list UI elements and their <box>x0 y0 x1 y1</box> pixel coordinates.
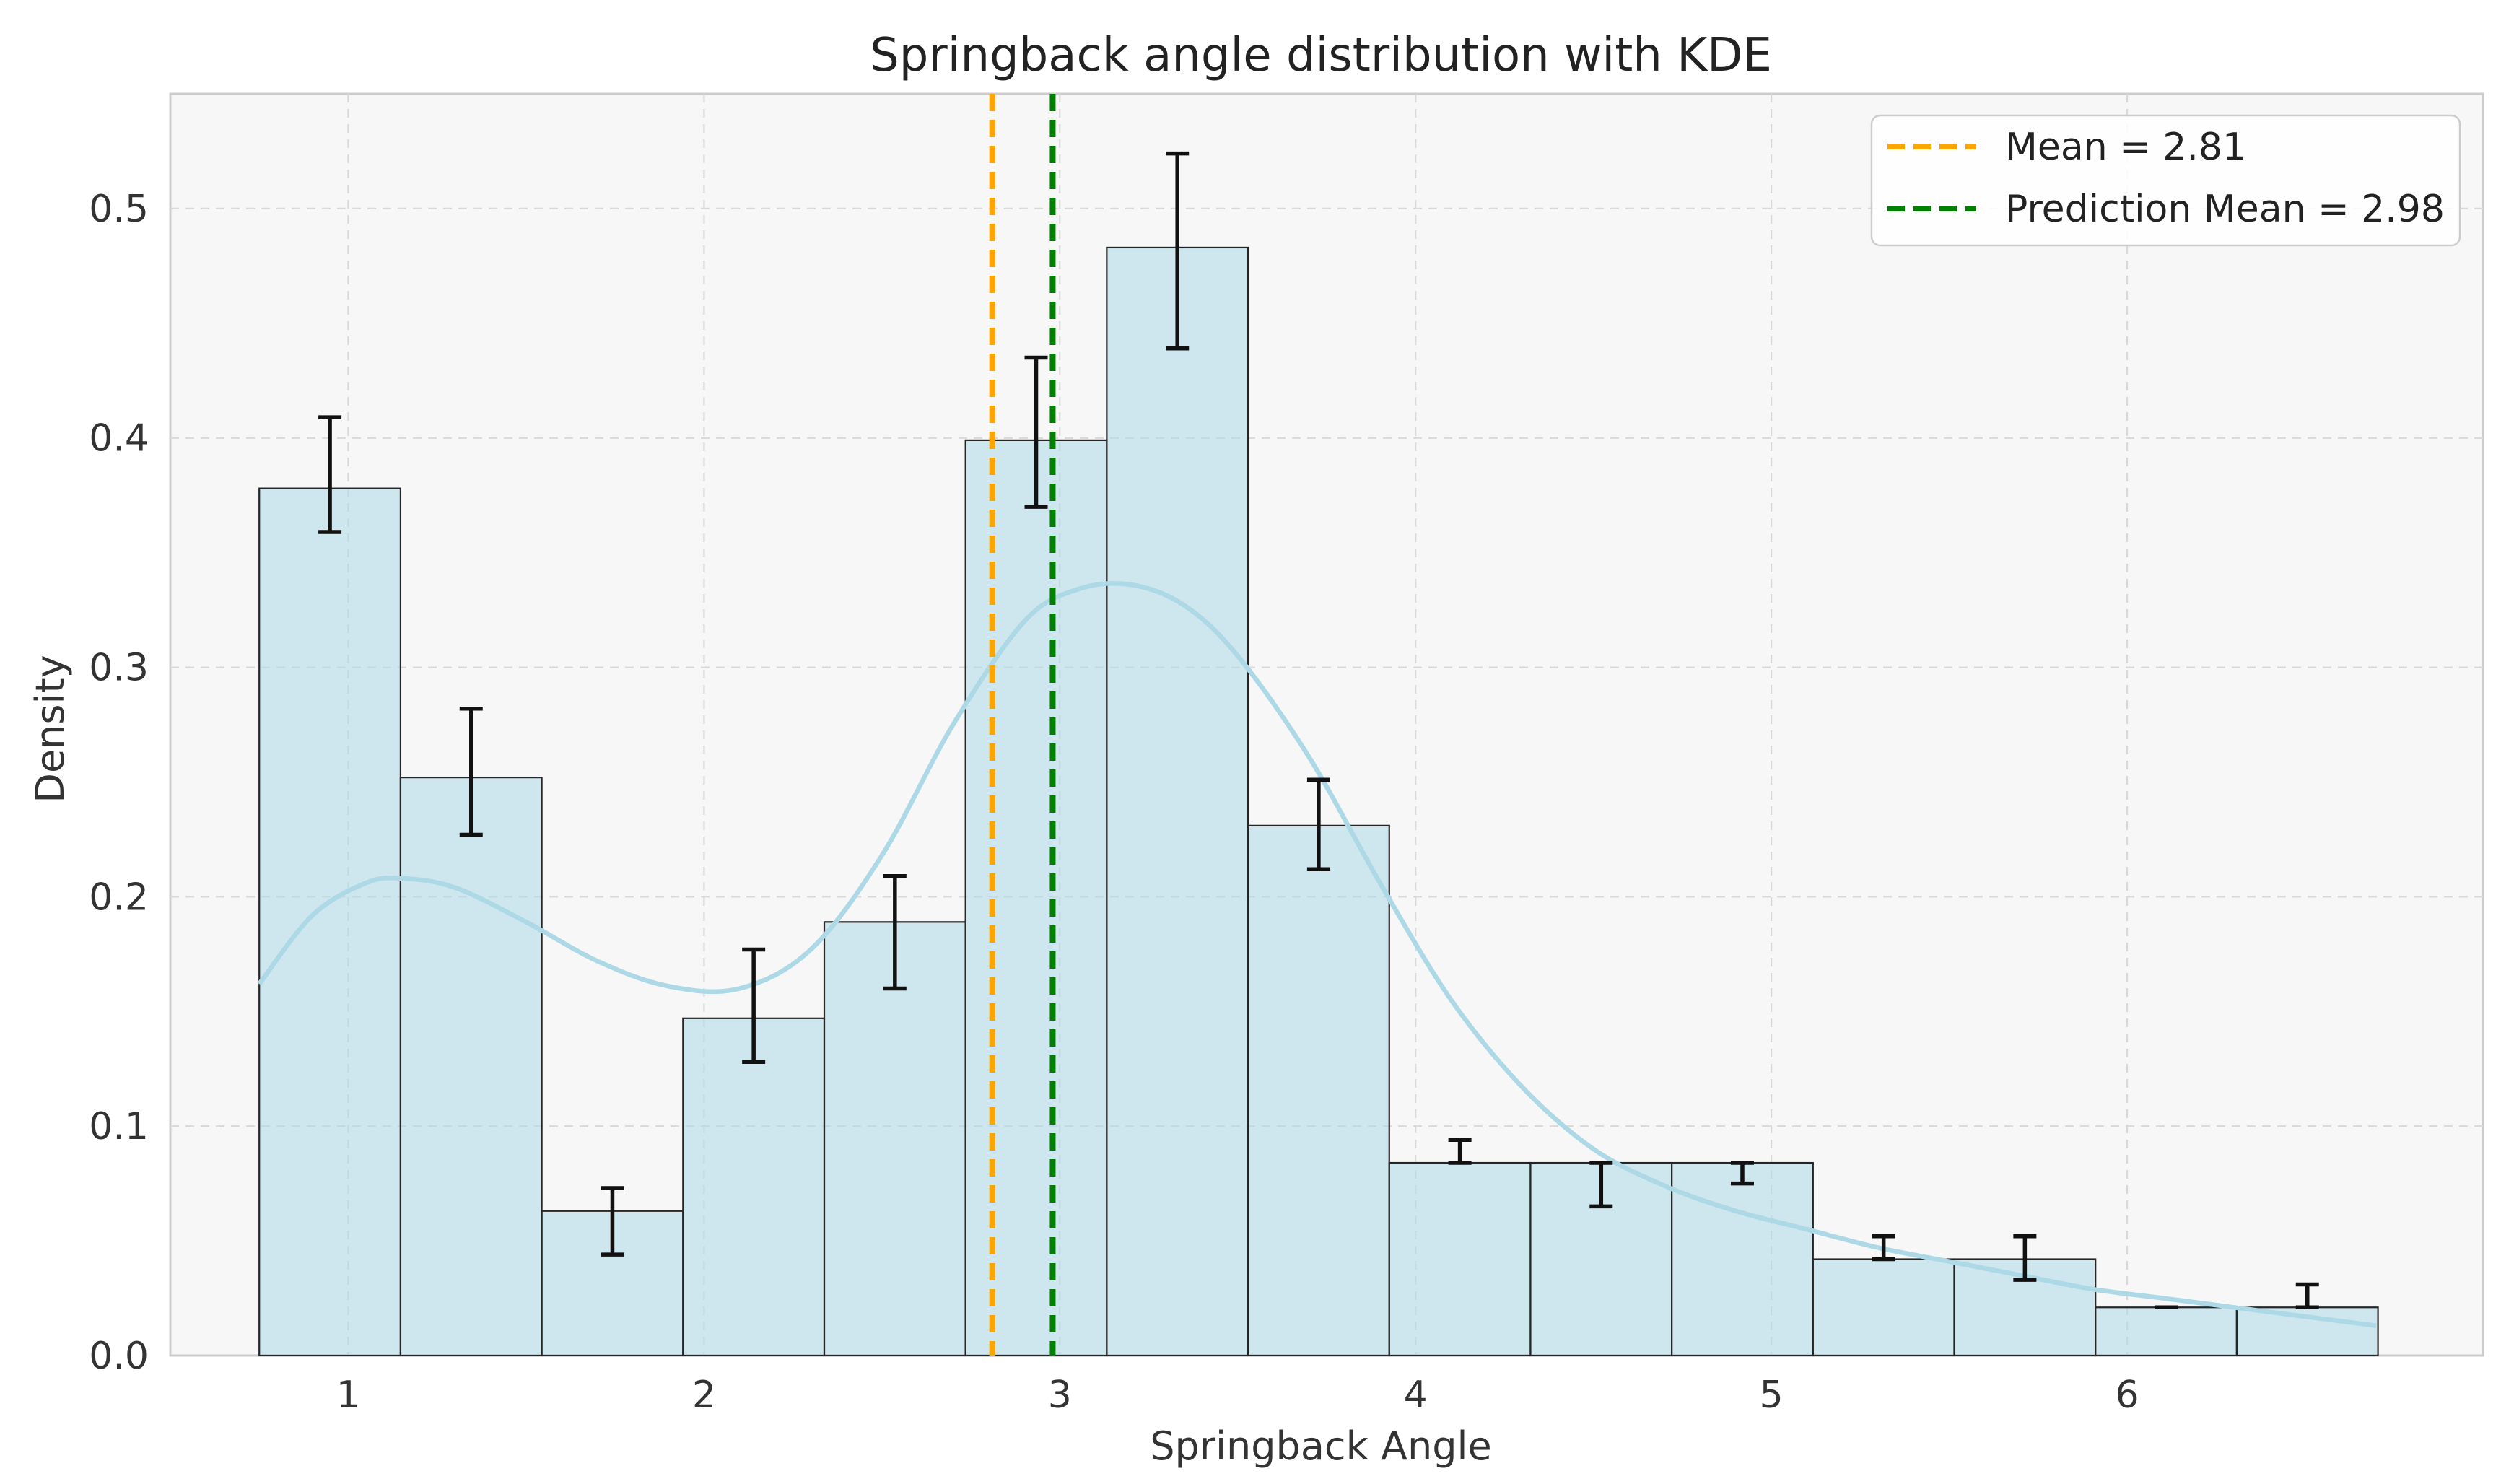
bars-layer <box>258 246 2379 1357</box>
y-tick-label: 0.4 <box>89 417 149 461</box>
y-axis-label: Density <box>27 655 73 803</box>
histogram-bar <box>682 1017 826 1357</box>
error-bar <box>318 415 342 534</box>
x-tick-label: 5 <box>1760 1374 1784 1417</box>
histogram-bar <box>1812 1258 1955 1357</box>
y-tick-label: 0.2 <box>89 876 149 919</box>
error-bar <box>742 947 766 1064</box>
y-tick-label: 0.0 <box>89 1335 149 1378</box>
error-bar <box>1306 777 1330 871</box>
x-axis-label: Springback Angle <box>1150 1423 1491 1469</box>
error-bar <box>1024 355 1048 509</box>
error-bars-layer <box>318 151 2319 1310</box>
x-tick-label: 6 <box>2116 1374 2139 1417</box>
kde-curve <box>257 580 2377 1328</box>
ticks-layer: 1 2 3 4 5 6 0.0 0.1 0.2 0.3 0.4 0.5 <box>89 188 2139 1417</box>
histogram-bar <box>823 921 966 1357</box>
legend-label-mean: Mean = 2.81 <box>2005 126 2246 169</box>
legend: Mean = 2.81 Prediction Mean = 2.98 <box>1870 114 2461 247</box>
histogram-bar <box>1106 246 1249 1357</box>
histogram-bar <box>258 487 402 1357</box>
error-bar <box>601 1186 624 1257</box>
kde-layer <box>257 580 2377 1328</box>
error-bar <box>1589 1161 1613 1209</box>
error-bar <box>459 707 483 837</box>
histogram-bar <box>1247 824 1390 1357</box>
histogram-bar <box>1671 1161 1814 1357</box>
error-bar <box>2013 1234 2037 1282</box>
y-tick-label: 0.1 <box>89 1105 149 1148</box>
histogram-bar <box>1388 1161 1532 1357</box>
chart-title: Springback angle distribution with KDE <box>870 29 1772 82</box>
error-bar <box>1872 1234 1895 1262</box>
reference-lines-layer <box>989 94 1056 1356</box>
legend-label-prediction-mean: Prediction Mean = 2.98 <box>2005 188 2445 231</box>
x-tick-label: 3 <box>1048 1374 1072 1417</box>
histogram-bar <box>2095 1306 2238 1357</box>
x-tick-label: 4 <box>1404 1374 1428 1417</box>
error-bar <box>883 874 907 991</box>
error-bar <box>2295 1282 2319 1310</box>
histogram-bar <box>399 776 543 1357</box>
x-tick-label: 1 <box>336 1374 360 1417</box>
error-bar <box>1166 151 1190 351</box>
x-tick-label: 2 <box>692 1374 716 1417</box>
y-tick-label: 0.3 <box>89 647 149 690</box>
legend-box <box>1870 114 2461 247</box>
error-bar <box>1448 1138 1472 1165</box>
y-tick-label: 0.5 <box>89 188 149 231</box>
histogram-bar <box>964 439 1108 1357</box>
error-bar <box>1730 1161 1754 1186</box>
